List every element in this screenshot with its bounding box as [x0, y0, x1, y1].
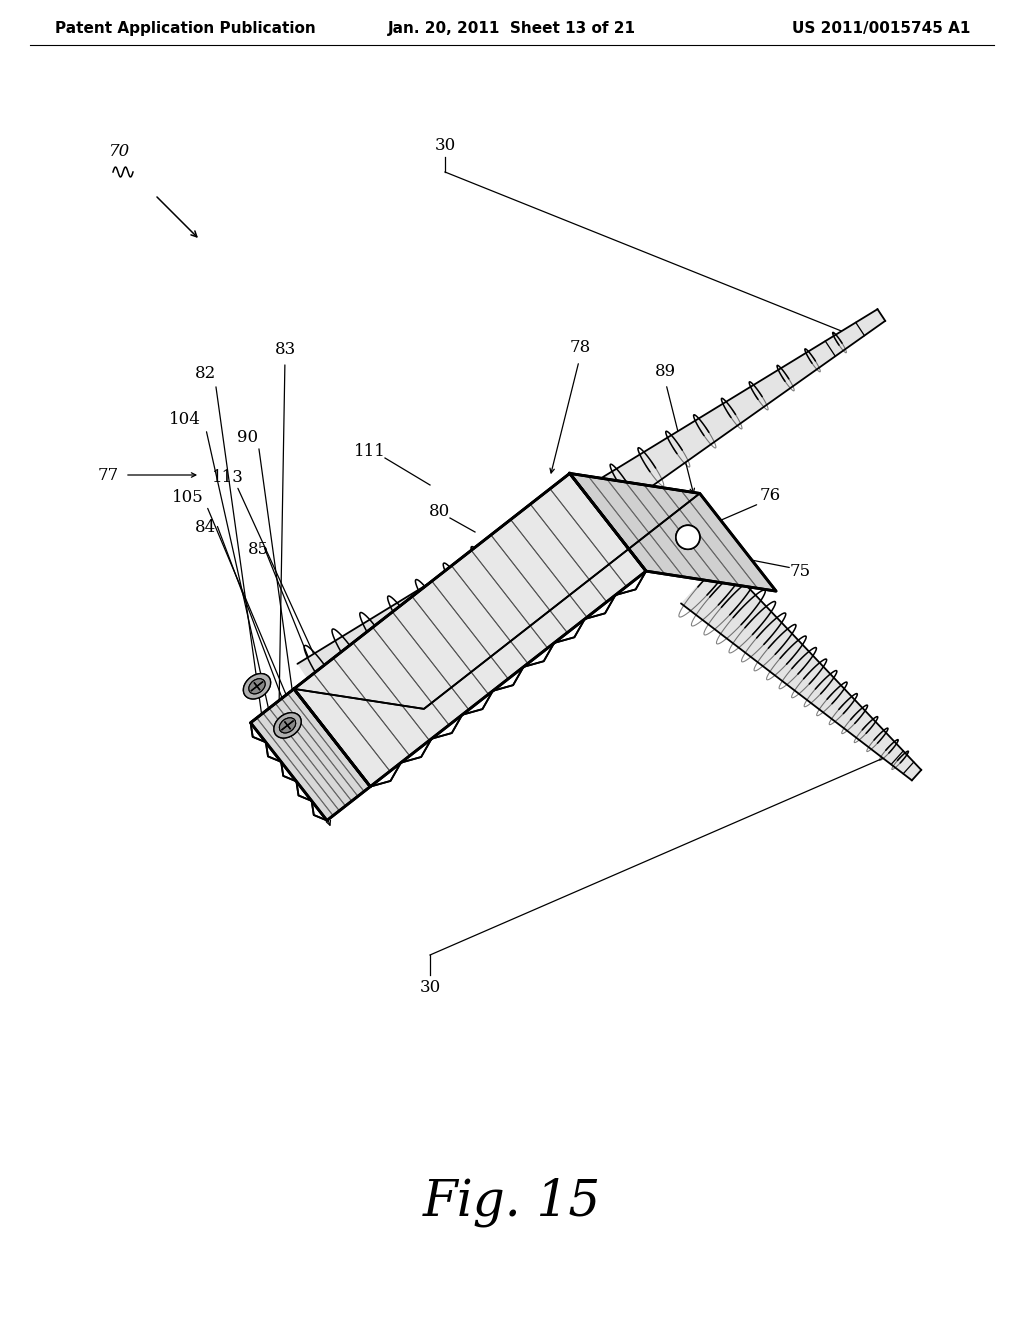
Text: Patent Application Publication: Patent Application Publication — [55, 21, 315, 36]
Polygon shape — [251, 689, 371, 821]
Polygon shape — [569, 474, 776, 591]
Polygon shape — [294, 474, 646, 787]
Polygon shape — [681, 558, 922, 780]
Text: 75: 75 — [790, 564, 811, 581]
Polygon shape — [294, 474, 646, 787]
Text: 30: 30 — [434, 136, 456, 153]
Text: 77: 77 — [97, 466, 119, 483]
Ellipse shape — [244, 673, 270, 698]
Text: 72: 72 — [805, 351, 825, 368]
Ellipse shape — [280, 718, 296, 733]
Text: 90: 90 — [238, 429, 259, 446]
Text: 70: 70 — [110, 144, 131, 161]
Polygon shape — [294, 474, 699, 709]
Polygon shape — [297, 309, 885, 714]
Text: 76: 76 — [760, 487, 780, 503]
Ellipse shape — [273, 713, 301, 738]
Circle shape — [676, 525, 699, 549]
Ellipse shape — [244, 673, 270, 698]
Text: 111: 111 — [354, 444, 386, 461]
Text: 89: 89 — [654, 363, 676, 380]
Text: 82: 82 — [195, 366, 216, 383]
Ellipse shape — [280, 718, 296, 733]
Text: 80: 80 — [429, 503, 451, 520]
Text: Fig. 15: Fig. 15 — [423, 1177, 601, 1226]
Text: 105: 105 — [172, 490, 204, 507]
Text: 84: 84 — [195, 519, 216, 536]
Text: 83: 83 — [274, 342, 296, 359]
Polygon shape — [878, 309, 885, 321]
Ellipse shape — [273, 713, 301, 738]
Text: 104: 104 — [169, 412, 201, 429]
Text: 30: 30 — [420, 979, 440, 997]
Text: 79: 79 — [509, 615, 530, 631]
Text: 113: 113 — [212, 469, 244, 486]
Polygon shape — [294, 474, 699, 709]
Text: US 2011/0015745 A1: US 2011/0015745 A1 — [792, 21, 970, 36]
Polygon shape — [251, 689, 371, 821]
Text: 85: 85 — [248, 541, 268, 558]
Polygon shape — [569, 474, 776, 591]
Ellipse shape — [249, 678, 265, 694]
Circle shape — [676, 525, 699, 549]
Polygon shape — [912, 770, 922, 780]
Text: Jan. 20, 2011  Sheet 13 of 21: Jan. 20, 2011 Sheet 13 of 21 — [388, 21, 636, 36]
Text: 78: 78 — [569, 338, 591, 355]
Ellipse shape — [249, 678, 265, 694]
